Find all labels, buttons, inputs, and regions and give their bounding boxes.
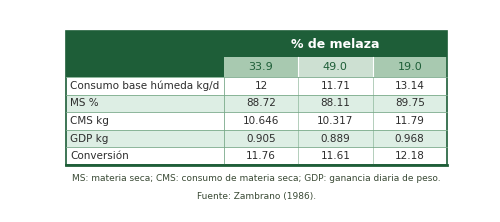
Text: 12.18: 12.18 — [395, 151, 424, 161]
Text: 0.905: 0.905 — [246, 134, 276, 144]
Text: Fuente: Zambrano (1986).: Fuente: Zambrano (1986). — [196, 192, 316, 201]
Text: 33.9: 33.9 — [248, 62, 274, 72]
Text: MS: materia seca; CMS: consumo de materia seca; GDP: ganancia diaria de peso.: MS: materia seca; CMS: consumo de materi… — [72, 174, 440, 183]
Text: 11.71: 11.71 — [320, 81, 350, 91]
Text: Conversión: Conversión — [70, 151, 129, 161]
Text: 11.76: 11.76 — [246, 151, 276, 161]
Text: 88.11: 88.11 — [320, 99, 350, 109]
Text: 11.61: 11.61 — [320, 151, 350, 161]
Text: 10.317: 10.317 — [317, 116, 354, 126]
Text: 19.0: 19.0 — [398, 62, 422, 72]
Text: GDP kg: GDP kg — [70, 134, 108, 144]
Text: MS %: MS % — [70, 99, 99, 109]
Text: 11.79: 11.79 — [395, 116, 424, 126]
Text: Consumo base húmeda kg/d: Consumo base húmeda kg/d — [70, 81, 220, 91]
Text: 88.72: 88.72 — [246, 99, 276, 109]
Text: 89.75: 89.75 — [395, 99, 424, 109]
Text: 13.14: 13.14 — [395, 81, 424, 91]
Text: 12: 12 — [254, 81, 268, 91]
Text: 49.0: 49.0 — [323, 62, 348, 72]
Text: 0.968: 0.968 — [395, 134, 424, 144]
Text: CMS kg: CMS kg — [70, 116, 109, 126]
Text: % de melaza: % de melaza — [291, 38, 380, 51]
Text: 10.646: 10.646 — [243, 116, 279, 126]
Text: 0.889: 0.889 — [320, 134, 350, 144]
